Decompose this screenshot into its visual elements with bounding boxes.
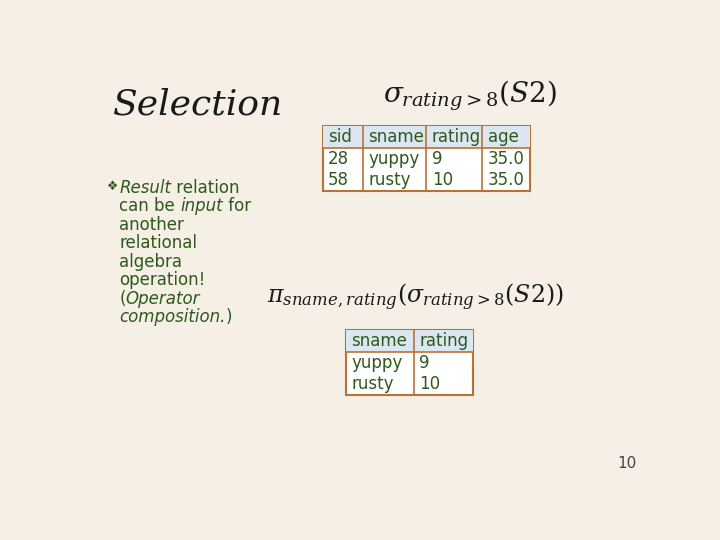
Text: 28: 28	[328, 150, 349, 168]
Text: 9: 9	[419, 354, 430, 372]
FancyBboxPatch shape	[346, 330, 473, 395]
Text: rating: rating	[419, 332, 469, 350]
Text: rusty: rusty	[351, 375, 394, 393]
Text: $\pi_{sname,rating}(\sigma_{rating>8}(S2))$: $\pi_{sname,rating}(\sigma_{rating>8}(S2…	[267, 282, 564, 313]
Text: 35.0: 35.0	[487, 150, 524, 168]
Text: 10: 10	[617, 456, 636, 471]
Text: sid: sid	[328, 128, 352, 146]
Text: relation: relation	[171, 179, 240, 197]
Text: another: another	[120, 215, 184, 234]
Text: 9: 9	[432, 150, 442, 168]
Text: 10: 10	[419, 375, 441, 393]
Text: Operator: Operator	[126, 289, 200, 308]
Text: Result: Result	[120, 179, 171, 197]
Text: $\sigma_{rating>8}(S2)$: $\sigma_{rating>8}(S2)$	[383, 79, 557, 113]
Text: ): )	[226, 308, 233, 326]
Text: rating: rating	[432, 128, 481, 146]
Text: age: age	[487, 128, 518, 146]
Text: (: (	[120, 289, 126, 308]
Text: relational: relational	[120, 234, 197, 252]
Text: sname: sname	[368, 128, 424, 146]
Text: composition.: composition.	[120, 308, 226, 326]
Text: can be: can be	[120, 197, 181, 215]
Text: for: for	[223, 197, 251, 215]
Text: rusty: rusty	[368, 171, 410, 190]
Text: ❖: ❖	[107, 180, 118, 193]
FancyBboxPatch shape	[346, 330, 473, 352]
Text: yuppy: yuppy	[368, 150, 420, 168]
FancyBboxPatch shape	[323, 126, 530, 148]
Text: operation!: operation!	[120, 271, 206, 289]
Text: yuppy: yuppy	[351, 354, 402, 372]
Text: 35.0: 35.0	[487, 171, 524, 190]
Text: sname: sname	[351, 332, 407, 350]
FancyBboxPatch shape	[323, 126, 530, 191]
Text: input: input	[181, 197, 223, 215]
Text: algebra: algebra	[120, 253, 182, 271]
Text: 10: 10	[432, 171, 453, 190]
Text: Selection: Selection	[113, 88, 284, 122]
Text: 58: 58	[328, 171, 349, 190]
